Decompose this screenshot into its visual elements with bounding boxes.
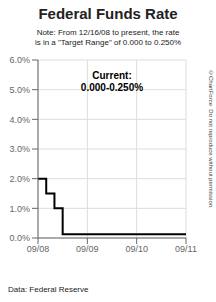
svg-text:1.0%: 1.0% bbox=[9, 204, 30, 214]
html-text:Federal Funds Rate: Federal Funds Rate bbox=[38, 5, 178, 22]
svg-text:5.0%: 5.0% bbox=[9, 85, 30, 95]
html-text:Note: From 12/16/08 to present: Note: From 12/16/08 to present, the rate… bbox=[34, 28, 182, 47]
html-text:Data: Federal Reserve: Data: Federal Reserve bbox=[8, 285, 89, 294]
svg-text:0.0%: 0.0% bbox=[9, 233, 30, 243]
svg-text:6.0%: 6.0% bbox=[9, 55, 30, 65]
svg-text:09/10: 09/10 bbox=[125, 244, 148, 254]
svg-text:09/08: 09/08 bbox=[27, 244, 50, 254]
html-text:Current:: Current: bbox=[92, 70, 132, 81]
svg-text:4.0%: 4.0% bbox=[9, 115, 30, 125]
svg-text:3.0%: 3.0% bbox=[9, 144, 30, 154]
svg-text:2.0%: 2.0% bbox=[9, 174, 30, 184]
svg-text:09/09: 09/09 bbox=[76, 244, 99, 254]
svg-text:09/11: 09/11 bbox=[175, 244, 197, 254]
html-text:©ChartForce Do not reproduce w: ©ChartForce Do not reproduce without per… bbox=[208, 70, 214, 209]
html-text:0.000-0.250%: 0.000-0.250% bbox=[80, 82, 144, 93]
